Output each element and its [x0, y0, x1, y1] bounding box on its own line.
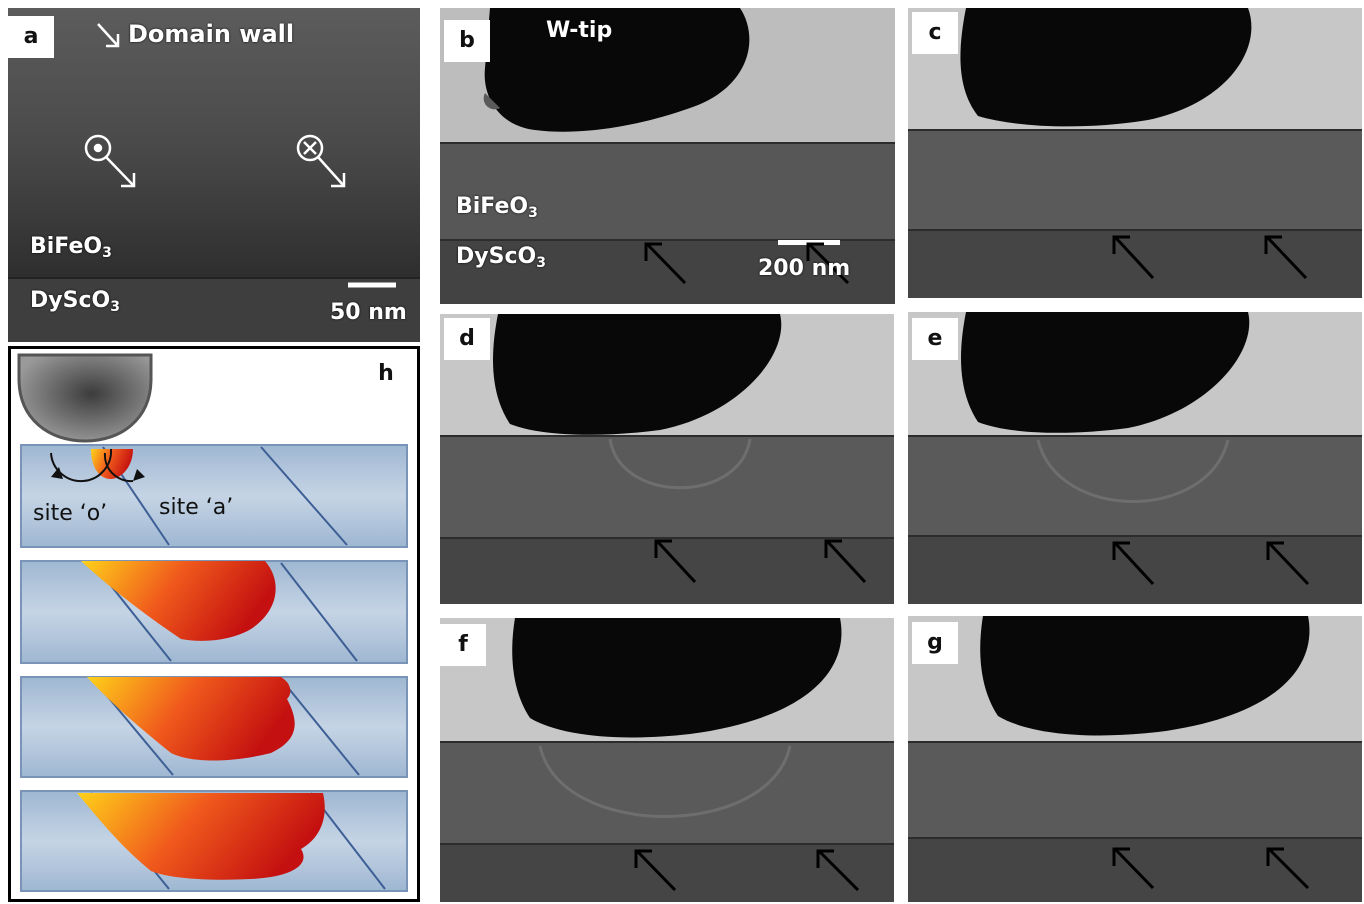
panel-g-micrograph — [908, 616, 1362, 902]
domain-wall-label: Domain wall — [128, 20, 295, 48]
panel-d: d — [440, 314, 894, 604]
panel-c-micrograph — [908, 8, 1362, 298]
panel-a-micrograph — [8, 8, 420, 342]
scale-bar-label-b: 200 nm — [758, 256, 851, 281]
panel-label-d: d — [444, 318, 490, 360]
panel-label-c: c — [912, 12, 958, 54]
tip-schematic — [17, 353, 153, 443]
panel-e: e — [908, 312, 1362, 604]
panel-f: f — [440, 618, 894, 902]
polarization-out-icon — [84, 134, 136, 188]
film-label-a: BiFeO3 — [30, 234, 112, 261]
panel-c: c — [908, 8, 1362, 298]
panel-h: h site ‘o’ site ‘a’ — [8, 346, 420, 902]
domain-wall-marker-icon — [644, 242, 850, 285]
panel-label-g: g — [912, 622, 958, 664]
substrate-label-b: DyScO3 — [456, 244, 546, 271]
scale-bar-label-a: 50 nm — [330, 300, 407, 325]
panel-label-a: a — [8, 16, 54, 58]
panel-h-schematic — [17, 353, 408, 892]
tungsten-tip — [484, 8, 750, 132]
panel-label-h: h — [378, 361, 394, 386]
site-o-label: site ‘o’ — [33, 501, 108, 526]
panel-g: g — [908, 616, 1362, 902]
substrate-label-a: DyScO3 — [30, 288, 120, 315]
film-label-b: BiFeO3 — [456, 194, 538, 221]
panel-label-b: b — [444, 20, 490, 62]
tip-label: W-tip — [546, 18, 613, 43]
panel-label-e: e — [912, 318, 958, 360]
panel-b-micrograph — [440, 8, 895, 304]
panel-f-micrograph — [440, 618, 894, 902]
film-layer-1 — [20, 444, 408, 548]
panel-label-f: f — [440, 624, 486, 666]
site-a-label: site ‘a’ — [159, 495, 234, 520]
panel-a: a Domain wall BiFeO3 DyScO3 50 nm — [8, 8, 420, 342]
panel-b: b W-tip BiFeO3 DyScO3 200 nm — [440, 8, 895, 304]
panel-e-micrograph — [908, 312, 1362, 604]
domain-wall-arrow-icon — [97, 23, 120, 48]
polarization-in-icon — [296, 134, 346, 188]
panel-d-micrograph — [440, 314, 894, 604]
